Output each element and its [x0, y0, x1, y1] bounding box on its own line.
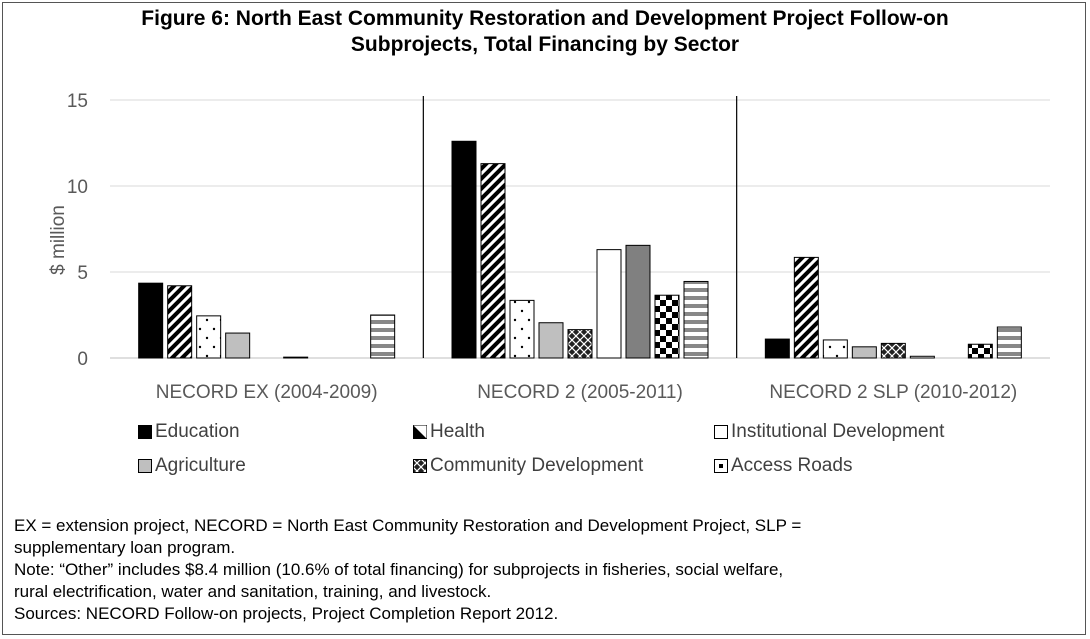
- bar: [822, 339, 848, 359]
- legend-swatch: [138, 459, 152, 473]
- legend-item: Health: [413, 421, 485, 443]
- legend-swatch: [413, 459, 427, 473]
- y-tick-label: 15: [67, 91, 88, 112]
- note-line: supplementary loan program.: [14, 538, 236, 557]
- bar: [683, 280, 709, 359]
- chart-title-line-2: Subprojects, Total Financing by Sector: [350, 33, 740, 56]
- y-tick-label: 10: [67, 177, 88, 198]
- bar: [567, 329, 593, 359]
- bar: [480, 163, 506, 359]
- bar: [851, 346, 877, 359]
- chart-title: Figure 6: North East Community Restorati…: [0, 6, 1090, 58]
- x-category-label: NECORD 2 (2005-2011): [477, 382, 683, 403]
- chart-title-line-1: Figure 6: North East Community Restorati…: [141, 7, 949, 30]
- bar: [451, 140, 477, 359]
- bar: [967, 343, 993, 359]
- axes: 0 5 10 15 NECORD EX (2004-2009) NECORD 2 (200…: [67, 91, 1017, 403]
- bar: [225, 332, 251, 359]
- y-tick-label: 0: [77, 349, 88, 370]
- bar: [880, 342, 906, 359]
- bar: [764, 338, 790, 359]
- legend-item: Institutional Development: [714, 421, 944, 443]
- bar-chart: 0 5 10 15 NECORD EX (2004-2009) NECORD 2 (200…: [48, 91, 1050, 403]
- gridlines: [110, 99, 1050, 359]
- bar: [654, 294, 680, 359]
- legend-swatch: [714, 425, 728, 439]
- bar: [793, 256, 819, 359]
- note-line: Note: “Other” includes $8.4 million (10.…: [14, 560, 784, 579]
- legend-label: Education: [155, 421, 240, 442]
- legend-label: Institutional Development: [731, 421, 945, 442]
- figure-notes: EX = extension project, NECORD = North E…: [14, 515, 1076, 625]
- legend-swatch: [413, 425, 427, 439]
- legend-item: Agriculture: [138, 455, 246, 477]
- bar: [596, 249, 622, 359]
- y-tick-label: 5: [77, 263, 88, 284]
- note-line: EX = extension project, NECORD = North E…: [14, 516, 802, 535]
- legend-swatch: [714, 459, 728, 473]
- bar: [538, 322, 564, 359]
- legend-label: Health: [430, 421, 485, 442]
- bar: [509, 299, 535, 359]
- legend-item: Access Roads: [714, 455, 852, 477]
- bar: [283, 356, 309, 359]
- legend-label: Access Roads: [731, 455, 853, 476]
- legend-swatch: [138, 425, 152, 439]
- x-category-label: NECORD EX (2004-2009): [156, 382, 378, 403]
- bar: [370, 314, 396, 359]
- bar: [138, 282, 164, 359]
- x-category-label: NECORD 2 SLP (2010-2012): [769, 382, 1017, 403]
- legend-item: Education: [138, 421, 240, 443]
- legend-label: Community Development: [430, 455, 644, 476]
- note-line: rural electrification, water and sanitat…: [14, 582, 492, 601]
- group-separators: [422, 96, 738, 358]
- bar: [167, 285, 193, 359]
- y-axis-label: $ million: [48, 205, 69, 275]
- bars: [138, 140, 1022, 359]
- legend-item: Community Development: [413, 455, 643, 477]
- bar: [625, 244, 651, 359]
- note-line: Sources: NECORD Follow-on projects, Proj…: [14, 604, 559, 623]
- bar: [909, 355, 935, 359]
- bar: [996, 326, 1022, 359]
- legend-label: Agriculture: [155, 455, 246, 476]
- bar: [196, 315, 222, 359]
